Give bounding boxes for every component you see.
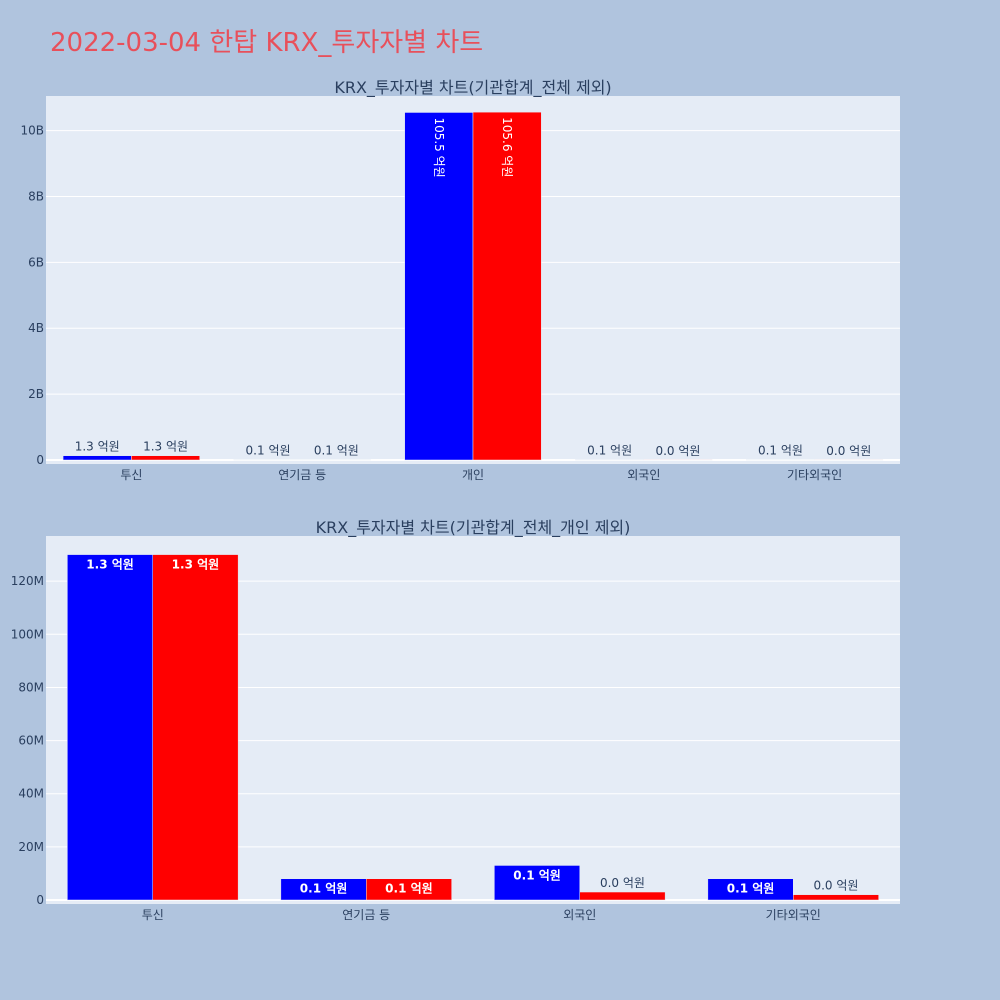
y-tick-label: 100M — [11, 627, 44, 641]
y-tick-label: 20M — [18, 840, 44, 854]
bar — [793, 894, 879, 901]
data-label: 0.0 억원 — [826, 444, 871, 458]
x-tick-label: 개인 — [462, 468, 484, 482]
bar — [152, 554, 239, 901]
bar — [579, 891, 666, 901]
chart-title: KRX_투자자별 차트(기관합계_전체 제외) — [334, 78, 611, 98]
page-title: 2022-03-04 한탑 KRX_투자자별 차트 — [50, 28, 484, 58]
x-tick-label: 외국인 — [563, 908, 596, 922]
bar — [472, 111, 542, 461]
x-tick-label: 외국인 — [627, 468, 660, 482]
y-tick-label: 4B — [28, 321, 44, 335]
bar — [707, 878, 794, 901]
x-tick-label: 기타외국인 — [766, 908, 821, 922]
bar — [366, 878, 452, 901]
y-tick-label: 10B — [20, 124, 44, 138]
data-label: 105.5 억원 — [432, 117, 446, 177]
y-tick-label: 0 — [36, 453, 44, 467]
data-label: 0.1 억원 — [314, 444, 359, 458]
x-tick-label: 투신 — [142, 908, 164, 922]
y-tick-label: 6B — [28, 255, 44, 269]
x-tick-label: 연기금 등 — [342, 908, 390, 922]
data-label: 0.1 억원 — [246, 444, 291, 458]
top-chart: KRX_투자자별 차트(기관합계_전체 제외) 0 2B 4B 6B 8B 10B 투신1.3… — [20, 78, 900, 482]
data-label: 0.1 억원 — [513, 868, 561, 882]
y-tick-label: 60M — [18, 734, 44, 748]
y-tick-label: 2B — [28, 387, 44, 401]
y-tick-label: 40M — [18, 787, 44, 801]
data-label: 0.1 억원 — [300, 882, 348, 896]
y-tick-label: 120M — [11, 574, 44, 588]
data-label: 0.1 억원 — [727, 882, 775, 896]
bar — [404, 112, 474, 461]
data-label: 0.1 억원 — [587, 444, 632, 458]
data-label: 0.0 억원 — [813, 879, 858, 893]
data-label: 1.3 억원 — [143, 440, 188, 454]
bar — [67, 554, 153, 901]
data-label: 1.3 억원 — [172, 558, 220, 572]
y-tick-label: 0 — [36, 893, 44, 907]
data-label: 1.3 억원 — [86, 558, 134, 572]
data-label: 1.3 억원 — [75, 440, 120, 454]
x-tick-label: 투신 — [120, 468, 142, 482]
data-label: 0.1 억원 — [758, 444, 803, 458]
data-label: 0.0 억원 — [600, 876, 645, 890]
data-label: 105.6 억원 — [500, 117, 514, 177]
data-label: 0.1 억원 — [385, 882, 433, 896]
x-tick-label: 연기금 등 — [278, 468, 326, 482]
chart-title: KRX_투자자별 차트(기관합계_전체_개인 제외) — [316, 518, 631, 538]
bar — [131, 455, 200, 461]
x-tick-label: 기타외국인 — [787, 468, 842, 482]
data-label: 0.0 억원 — [655, 444, 700, 458]
y-tick-label: 80M — [18, 680, 44, 694]
bar — [494, 865, 581, 901]
y-tick-label: 8B — [28, 189, 44, 203]
